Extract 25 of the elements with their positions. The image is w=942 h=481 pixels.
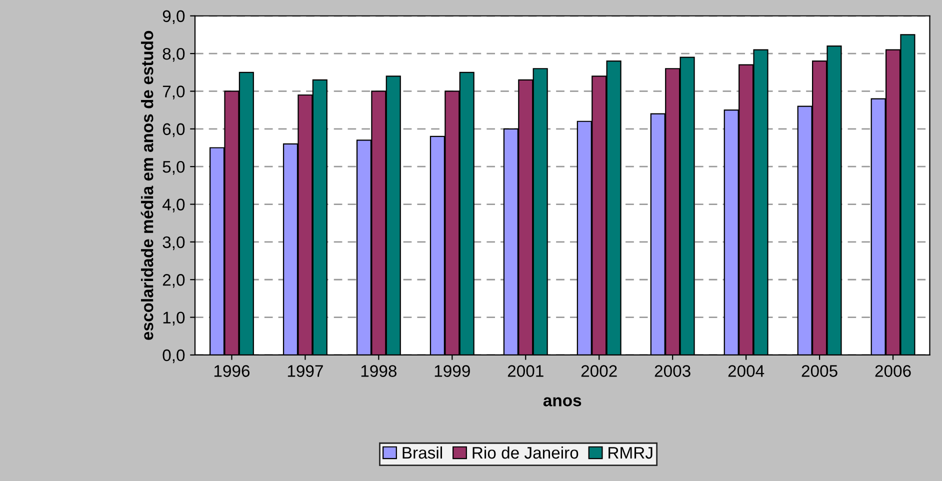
y-tick-label: 0,0 (162, 349, 185, 364)
x-tick-label: 1998 (361, 365, 396, 377)
y-tick-label: 6,0 (162, 123, 185, 138)
y-tick-label: 1,0 (163, 312, 185, 326)
y-tick-label: 7,0 (162, 86, 185, 100)
x-axis-title: anos (543, 397, 582, 406)
y-axis-title: escolaridade média em anos de estudo (140, 30, 154, 340)
x-tick-label: 2005 (802, 365, 838, 377)
legend-label: Rio de Janeiro (472, 446, 578, 459)
y-tick-label: 4,0 (162, 198, 185, 212)
x-tick-label: 2003 (654, 365, 690, 377)
y-tick-label: 5,0 (162, 160, 185, 175)
x-tick-label: 2004 (728, 365, 764, 377)
legend-label: Brasil (402, 446, 442, 459)
legend-label: RMRJ (608, 447, 652, 459)
x-tick-label: 1997 (288, 365, 323, 377)
y-tick-label: 8,0 (162, 48, 185, 62)
x-tick-label: 1996 (214, 365, 250, 377)
y-tick-label: 2,0 (162, 274, 185, 288)
x-tick-label: 2002 (581, 365, 617, 377)
y-tick-label: 3,0 (162, 236, 185, 250)
y-tick-label: 9,0 (162, 10, 185, 24)
x-tick-label: 2001 (508, 365, 544, 377)
x-tick-label: 1999 (434, 365, 470, 377)
x-tick-label: 2006 (875, 365, 911, 377)
